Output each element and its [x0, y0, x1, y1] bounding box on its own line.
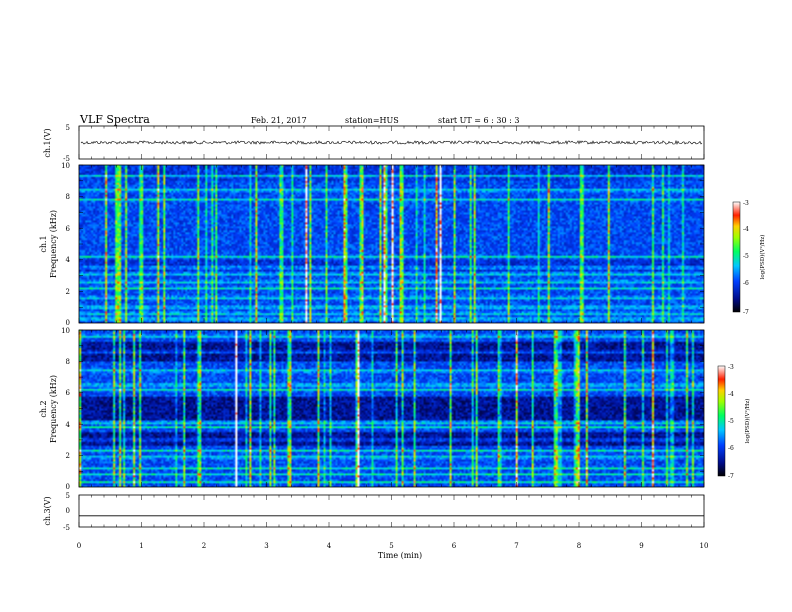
ch1-waveform-ticks	[78, 126, 705, 159]
ch2-spectrogram-ticks	[78, 329, 705, 488]
figure-title: VLF Spectra	[79, 113, 150, 126]
ch1-spectrogram-image	[79, 165, 704, 323]
ch2-colorbar-tick-m3: -3	[728, 364, 734, 371]
ch3-waveform-ylabel: ch.3(V)	[43, 496, 52, 525]
header-date: Feb. 21, 2017	[251, 116, 307, 125]
ch2-colorbar-tick-m6: -6	[728, 445, 734, 452]
ch3-ytick-mid: 0	[66, 507, 70, 515]
time-axis-label: Time (min)	[378, 551, 422, 560]
ch2-freq-tick-10: 10	[61, 327, 70, 335]
time-axis-tick-label: 9	[639, 542, 643, 550]
ch2-frequency-axis-label: Frequency (kHz)	[49, 375, 58, 443]
ch2-colorbar-label: log(PSD)(V²/Hz)	[744, 399, 751, 444]
header-station: station=HUS	[345, 116, 399, 125]
ch1-freq-tick-0: 0	[66, 319, 70, 327]
ch2-colorbar-tick-m4: -4	[728, 391, 734, 398]
ch2-freq-tick-2: 2	[66, 452, 70, 460]
time-axis-tick-label: 6	[452, 542, 457, 550]
ch2-spectrogram-channel-label: ch.2	[39, 400, 48, 417]
ch1-spectrogram-channel-label: ch.1	[39, 235, 48, 252]
ch1-frequency-axis-label: Frequency (kHz)	[49, 210, 58, 278]
time-axis-tick-label: 2	[202, 542, 206, 550]
ch1-freq-tick-4: 4	[66, 256, 71, 264]
ch1-waveform-trace	[80, 139, 703, 145]
ch2-colorbar-tick-m7: -7	[728, 473, 734, 480]
ch1-freq-tick-10: 10	[61, 162, 70, 170]
ch1-colorbar-tick-m5: -5	[743, 253, 749, 260]
ch2-spectrogram-panel: 0 2 4 6 8 10 ch.2 Frequency (kHz) -3 -4 …	[39, 327, 751, 491]
time-axis-tick-label: 1	[139, 542, 143, 550]
time-axis-tick-label: 5	[389, 542, 393, 550]
ch3-ytick-bottom: -5	[63, 524, 70, 532]
ch1-waveform-panel: 5 -5 ch.1(V)	[43, 124, 705, 163]
ch3-waveform-frame	[78, 494, 705, 528]
ch1-ytick-top: 5	[66, 124, 70, 132]
ch3-ytick-top: 5	[66, 492, 70, 500]
ch2-freq-tick-4: 4	[66, 421, 71, 429]
spectrogram-raster	[79, 165, 704, 323]
ch2-freq-tick-6: 6	[66, 389, 71, 397]
ch3-waveform-ticks	[78, 495, 705, 527]
ch1-freq-tick-8: 8	[66, 193, 70, 201]
time-axis-tick-label: 4	[327, 542, 332, 550]
ch1-spectrogram-panel: 0 2 4 6 8 10 ch.1 Frequency (kHz) -3 -4 …	[39, 162, 766, 327]
ch1-waveform-line	[80, 139, 703, 145]
ch1-waveform-ylabel: ch.1(V)	[43, 128, 52, 157]
ch1-colorbar-tick-m4: -4	[743, 226, 749, 233]
time-axis-tick-label: 0	[77, 542, 81, 550]
ch3-waveform-panel: 5 0 -5 ch.3(V)	[43, 492, 705, 532]
ch2-colorbar	[717, 365, 726, 477]
ch1-spectrogram-ticks	[78, 164, 705, 324]
ch2-freq-tick-8: 8	[66, 358, 70, 366]
time-axis-tick-label: 8	[577, 542, 581, 550]
ch1-colorbar-tick-m7: -7	[743, 309, 749, 316]
ch1-freq-tick-6: 6	[66, 225, 71, 233]
header-start-time: start UT = 6 : 30 : 3	[438, 116, 519, 125]
ch1-colorbar-label: log(PSD)(V²/Hz)	[759, 235, 766, 280]
spectrogram-raster	[79, 330, 704, 487]
ch1-colorbar-tick-m3: -3	[743, 200, 749, 207]
ch2-spectrogram-image	[79, 330, 704, 487]
time-axis-tick-labels: 0 1 2 3 4 5 6 7 8 9 10	[77, 542, 709, 550]
ch1-freq-tick-2: 2	[66, 288, 70, 296]
time-axis-tick-label: 7	[514, 542, 518, 550]
ch1-ytick-bottom: -5	[63, 155, 70, 163]
ch1-colorbar-tick-m6: -6	[743, 280, 749, 287]
ch2-colorbar-tick-m5: -5	[728, 418, 734, 425]
ch1-colorbar	[732, 201, 741, 313]
ch2-freq-tick-0: 0	[66, 483, 70, 491]
time-axis-tick-label: 3	[264, 542, 268, 550]
time-axis-tick-label: 10	[700, 542, 709, 550]
